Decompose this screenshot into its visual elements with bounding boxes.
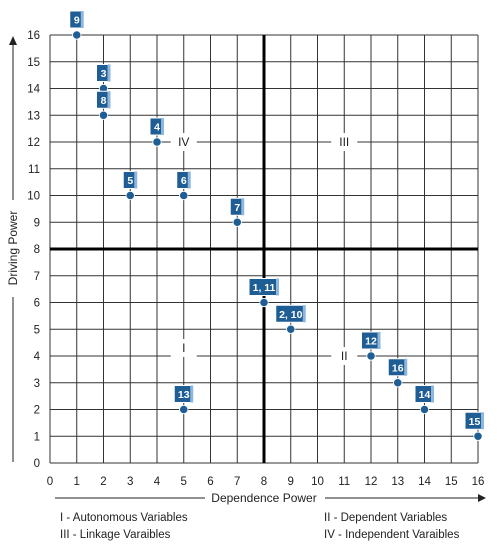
quadrant-label: II (341, 349, 348, 363)
point-label-edge (187, 171, 191, 189)
quadrant-label-bg (170, 133, 197, 151)
x-tick-label: 13 (391, 476, 404, 488)
x-tick-label: 9 (288, 476, 294, 488)
x-tick-label: 2 (100, 476, 106, 488)
data-point (393, 378, 403, 388)
y-axis-arrow-head (9, 36, 17, 45)
data-point (366, 351, 376, 361)
point-label: 12 (365, 336, 377, 348)
y-tick-label: 3 (34, 378, 40, 390)
point-label-edge (404, 358, 408, 376)
quadrant-dividers (50, 35, 478, 463)
data-point (419, 404, 430, 415)
point-label-edge (161, 118, 164, 135)
quadrant-label: IV (178, 135, 189, 149)
data-point (72, 30, 82, 40)
quadrant-label: III (339, 135, 349, 149)
x-tick-label: 10 (311, 476, 324, 488)
point-label: 16 (392, 362, 404, 374)
point-label-edge (431, 385, 434, 403)
data-point (179, 404, 189, 415)
x-tick-label: 14 (418, 476, 431, 488)
y-tick-label: 2 (34, 405, 40, 417)
quadrant-label-bg (170, 338, 197, 357)
y-tick-label: 10 (27, 191, 40, 203)
data-points: 9 3 8 4 5 6 7 1, 11 2, 10 12 16 14 13 15 (69, 10, 485, 441)
point-label: 8 (101, 95, 107, 107)
quadrant-label-bg (331, 133, 358, 151)
point-label-edge (107, 91, 111, 109)
x-tick-label: 0 (47, 476, 53, 488)
point-label: 15 (469, 416, 481, 428)
data-point (152, 137, 162, 147)
point-label-edge (190, 385, 194, 403)
x-axis-arrow-head (478, 494, 486, 502)
data-point (125, 190, 135, 201)
y-tick-label: 16 (27, 30, 40, 42)
y-tick-label: 12 (27, 137, 40, 149)
y-tick-label: 14 (27, 84, 40, 96)
data-point (179, 190, 189, 201)
y-axis-title: Driving Power (6, 211, 20, 286)
point-label-edge (377, 332, 381, 349)
data-point (232, 217, 242, 227)
point-label-edge (80, 11, 84, 28)
x-tick-label: 15 (445, 476, 458, 488)
x-tick-label: 8 (261, 476, 267, 488)
point-label: 4 (154, 122, 160, 134)
point-label-edge (302, 305, 306, 323)
legend-quadrant-iii: III - Linkage Varaibles (60, 529, 171, 541)
point-label-edge (481, 412, 484, 430)
point-label: 13 (178, 389, 190, 401)
point-label: 6 (181, 175, 187, 187)
data-point (98, 110, 109, 120)
quadrant-label-bg (331, 347, 358, 365)
x-tick-label: 1 (74, 476, 80, 488)
point-label: 5 (127, 175, 133, 187)
x-tick-label: 3 (127, 476, 133, 488)
x-tick-labels: 0 1 2 3 4 5 6 7 8 9 10 11 12 13 14 15 16 (47, 476, 485, 488)
data-point (286, 324, 296, 334)
point-label-edge (241, 198, 245, 216)
point-label: 1, 11 (253, 282, 276, 294)
x-tick-label: 5 (181, 476, 187, 488)
y-tick-label: 5 (34, 324, 40, 336)
point-label-edge (107, 64, 111, 82)
point-label-edge (134, 171, 138, 189)
y-tick-label: 13 (27, 110, 40, 122)
x-tick-label: 4 (154, 476, 161, 488)
x-axis-title: Dependence Power (211, 491, 316, 505)
point-label: 7 (234, 202, 240, 214)
x-tick-label: 12 (365, 476, 378, 488)
x-tick-label: 7 (234, 476, 240, 488)
legend-quadrant-ii: II - Dependent Variables (324, 512, 448, 524)
point-label: 3 (101, 68, 107, 80)
y-tick-label: 15 (27, 57, 40, 69)
legend-quadrant-iv: IV - Independent Varaibles (324, 529, 460, 541)
point-label: 9 (74, 15, 80, 27)
y-tick-label: 11 (28, 164, 40, 176)
y-tick-label: 8 (34, 244, 40, 256)
point-label: 2, 10 (279, 309, 303, 321)
point-label-edge (276, 278, 279, 296)
point-label: 14 (419, 389, 431, 401)
quadrant-label: I (182, 341, 185, 355)
x-tick-label: 16 (472, 476, 485, 488)
x-tick-label: 6 (207, 476, 213, 488)
y-tick-label: 1 (34, 431, 40, 443)
legend-quadrant-i: I - Autonomous Variables (60, 512, 188, 524)
y-tick-label: 6 (34, 298, 40, 310)
x-tick-label: 11 (338, 476, 350, 488)
y-tick-label: 9 (34, 217, 40, 229)
data-point (473, 431, 483, 441)
y-tick-label: 7 (34, 271, 40, 283)
y-tick-label: 0 (34, 458, 40, 470)
chart: 0 1 2 3 4 5 6 7 8 9 10 11 12 13 14 15 16 012345678910111… (6, 10, 486, 505)
data-point (259, 297, 269, 308)
y-tick-label: 4 (34, 351, 41, 363)
